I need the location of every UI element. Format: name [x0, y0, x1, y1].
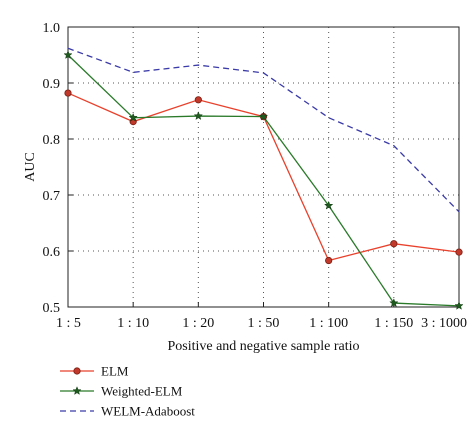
y-tick-label: 0.7 — [43, 189, 61, 204]
data-point — [389, 298, 399, 308]
legend-label: ELM — [101, 364, 129, 379]
data-point — [455, 248, 463, 256]
data-point — [64, 89, 72, 97]
data-point — [128, 112, 138, 122]
legend-label: Weighted-ELM — [101, 384, 183, 399]
data-point — [323, 200, 334, 210]
x-axis-title: Positive and negative sample ratio — [167, 339, 359, 354]
data-point — [258, 111, 269, 121]
y-tick-label: 1.0 — [43, 21, 61, 36]
y-axis-ticks: 0.5 0.6 0.7 0.8 0.9 1.0 — [43, 21, 73, 316]
x-tick-label: 1 : 10 — [117, 316, 149, 331]
y-tick-label: 0.9 — [43, 77, 61, 92]
legend-item: WELM-Adaboost — [60, 404, 195, 419]
data-point — [193, 111, 204, 121]
legend-item: Weighted-ELM — [60, 384, 183, 399]
series-line — [67, 47, 460, 213]
x-tick-label: 3 : 1000 — [421, 316, 467, 331]
x-tick-label: 1 : 20 — [182, 316, 214, 331]
y-tick-label: 0.5 — [43, 301, 61, 316]
series-layer — [63, 47, 464, 310]
grid-lines — [68, 27, 459, 307]
x-tick-label: 1 : 50 — [248, 316, 280, 331]
data-point — [325, 256, 333, 265]
legend-item: ELM — [60, 364, 129, 379]
data-point — [194, 96, 202, 104]
data-point — [73, 367, 81, 375]
y-axis-title: AUC — [23, 152, 38, 182]
series-weighted-elm — [63, 50, 464, 310]
x-tick-label: 1 : 100 — [309, 316, 348, 331]
x-tick-label: 1 : 150 — [374, 316, 413, 331]
data-point — [63, 50, 73, 59]
series-welm-adaboost — [67, 47, 460, 213]
x-tick-label: 1 : 5 — [56, 316, 81, 331]
x-axis-ticks: 1 : 5 1 : 10 1 : 20 1 : 50 1 : 100 1 : 150 3 :… — [56, 302, 467, 331]
data-point — [454, 300, 464, 310]
y-tick-label: 0.8 — [43, 133, 61, 148]
data-point — [390, 240, 398, 248]
legend: ELM Weighted-ELM WELM-Adaboost — [60, 364, 195, 419]
data-point — [72, 386, 82, 395]
legend-label: WELM-Adaboost — [101, 404, 195, 419]
y-tick-label: 0.6 — [43, 245, 61, 260]
